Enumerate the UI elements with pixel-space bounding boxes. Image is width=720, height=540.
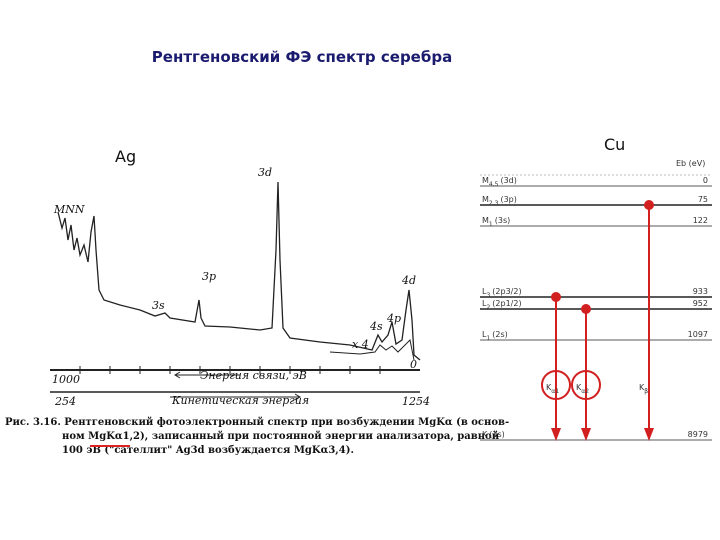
level-label: M2,3 (3p) (482, 195, 517, 207)
level-energy: 75 (698, 195, 708, 204)
subscript: 1 (489, 221, 493, 228)
axis-title: Кинетическая энергия (171, 394, 309, 407)
subscript: 2,3 (489, 200, 499, 207)
transition-label: Kα2 (576, 383, 589, 395)
shell: K (482, 430, 488, 439)
column-header: Eb (eV) (676, 159, 705, 168)
level-label: L2 (2p1/2) (482, 299, 522, 311)
level-label: L1 (2s) (482, 330, 508, 342)
shell: M (482, 195, 489, 204)
spectrum-curve (57, 181, 421, 361)
peak-label: 4s (369, 320, 383, 333)
axis-label: 1000 (52, 373, 80, 386)
electron (581, 304, 591, 314)
panel-label: Ag (115, 147, 136, 166)
axis-label: 1254 (402, 395, 430, 408)
arrow-head (644, 428, 654, 441)
level-energy: 122 (693, 216, 708, 225)
peak-label: 4d (401, 274, 416, 287)
caption: ном MgKα1,2), записанный при постоянной … (62, 431, 500, 442)
scale-note: x 4 (352, 338, 369, 351)
axis-label: 254 (54, 395, 76, 408)
peak-label: 4p (386, 312, 401, 325)
shell: L (482, 287, 487, 296)
subscript: β (644, 388, 648, 395)
transition-label: Kα1 (546, 383, 559, 395)
subscript: 1 (486, 335, 490, 342)
spectrum-curve-x4 (329, 338, 415, 361)
level-energy: 8979 (688, 430, 708, 439)
orbital: (2p3/2) (492, 287, 521, 296)
transition-label: Kβ (639, 383, 648, 395)
shell: L (482, 299, 487, 308)
orbital: (1s) (489, 430, 505, 439)
subscript: α1 (551, 388, 559, 395)
level-energy: 933 (693, 287, 708, 296)
orbital: (3d) (500, 176, 516, 185)
arrow-head (551, 428, 561, 441)
electron (551, 292, 561, 302)
subscript: 3 (486, 292, 490, 299)
caption: 100 эВ ("сателлит" Ag3d возбуждается MgK… (62, 445, 354, 456)
level-energy: 1097 (688, 330, 708, 339)
orbital: (3s) (495, 216, 511, 225)
line-name: K (639, 383, 645, 392)
level-label: K (1s) (482, 430, 505, 439)
peak-label: 3p (202, 270, 216, 283)
spectrum-figure (50, 181, 421, 401)
axis-title: Энергия связи, эВ (200, 369, 307, 382)
caption: Рис. 3.16. Рентгеновский фотоэлектронный… (5, 417, 509, 428)
electron (644, 200, 654, 210)
axis-ticks (79, 366, 381, 374)
orbital: (3p) (500, 195, 516, 204)
level-label: M4,5 (3d) (482, 176, 517, 188)
axis-label: 0 (410, 358, 417, 371)
level-energy: 952 (693, 299, 708, 308)
subscript: 2 (486, 304, 490, 311)
line-name: K (546, 383, 552, 392)
peak-label: 3s (152, 299, 165, 312)
shell: M (482, 216, 489, 225)
arrow (170, 371, 301, 401)
level-label: M1 (3s) (482, 216, 510, 228)
shell: M (482, 176, 489, 185)
peak-label: MNN (53, 203, 85, 216)
level-energy: 0 (703, 176, 708, 185)
level-label: L3 (2p3/2) (482, 287, 522, 299)
subscript: α2 (581, 388, 589, 395)
highlight (571, 370, 601, 400)
subscript: 4,5 (489, 181, 499, 188)
panel-label: Cu (604, 135, 625, 154)
highlight (541, 370, 571, 400)
shell: L (482, 330, 487, 339)
slide-title: Рентгеновский ФЭ спектр серебра (152, 48, 452, 66)
arrow-head (581, 428, 591, 441)
orbital: (2s) (492, 330, 508, 339)
orbital: (2p1/2) (492, 299, 521, 308)
peak-label: 3d (258, 166, 272, 179)
line-name: K (576, 383, 582, 392)
